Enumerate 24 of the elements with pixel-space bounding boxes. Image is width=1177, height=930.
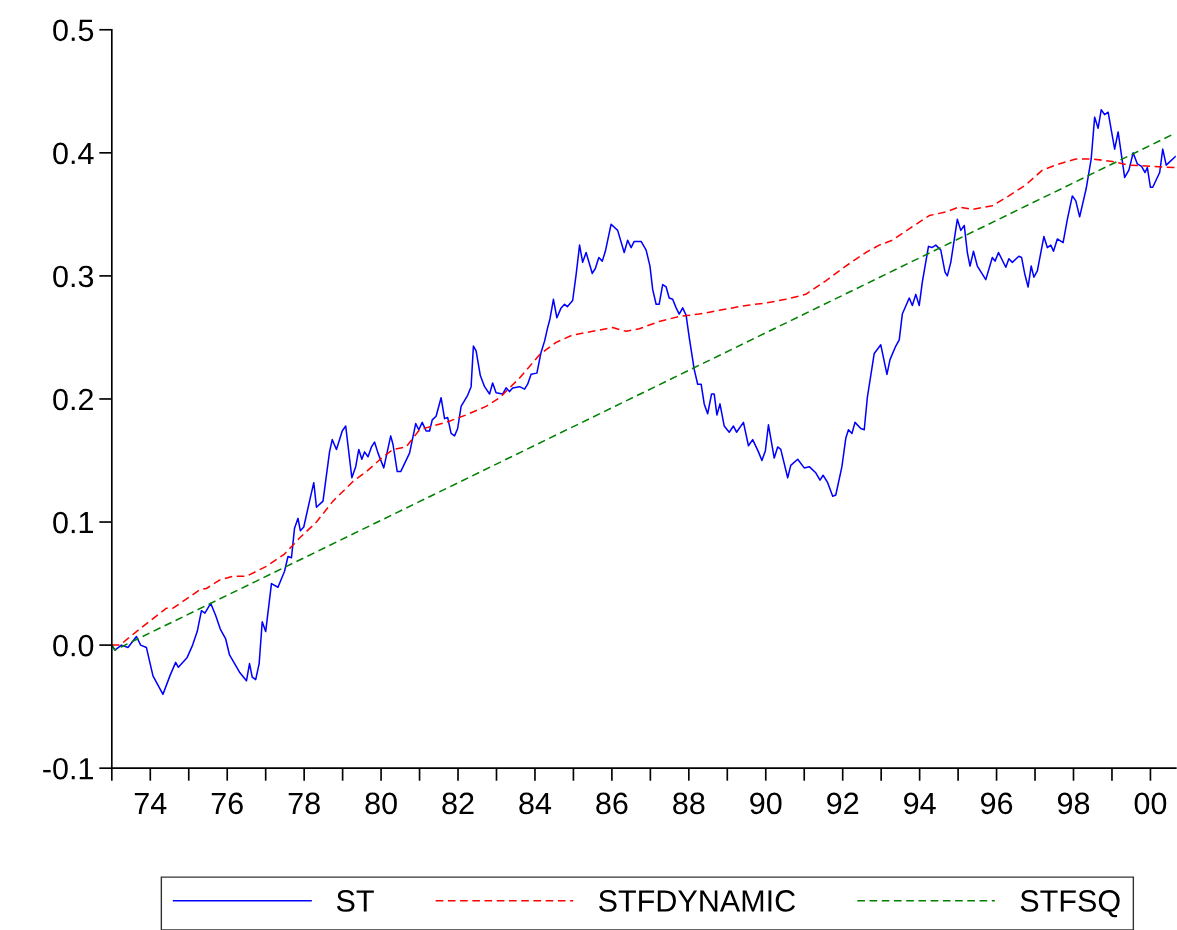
x-tick-label: 78 <box>288 792 320 815</box>
legend-label: STFSQ <box>1020 890 1120 918</box>
y-tick-label: 0.2 <box>53 388 93 411</box>
y-tick-label: 0.0 <box>53 634 94 657</box>
x-tick-label: 00 <box>1134 792 1167 815</box>
x-tick-label: 90 <box>750 792 782 815</box>
x-tick-label: 88 <box>673 792 705 815</box>
x-tick-label: 82 <box>442 792 474 815</box>
x-tick-label: 84 <box>519 792 552 815</box>
legend-label: ST <box>336 890 374 912</box>
y-tick-label: 0.3 <box>53 265 94 288</box>
y-tick-label: -0.1 <box>43 757 93 780</box>
legend-label: STFDYNAMIC <box>599 890 796 912</box>
x-tick-label: 96 <box>981 792 1013 815</box>
x-tick-label: 94 <box>904 792 936 815</box>
x-tick-label: 74 <box>134 792 167 814</box>
x-tick-label: 80 <box>365 792 397 815</box>
x-tick-label: 86 <box>596 792 628 815</box>
x-tick-label: 76 <box>211 792 243 815</box>
x-tick-label: 98 <box>1057 792 1090 815</box>
x-tick-label: 92 <box>827 792 859 815</box>
y-tick-label: 0.1 <box>53 511 93 534</box>
y-tick-label: 0.5 <box>53 19 94 42</box>
y-tick-label: 0.4 <box>53 142 94 165</box>
